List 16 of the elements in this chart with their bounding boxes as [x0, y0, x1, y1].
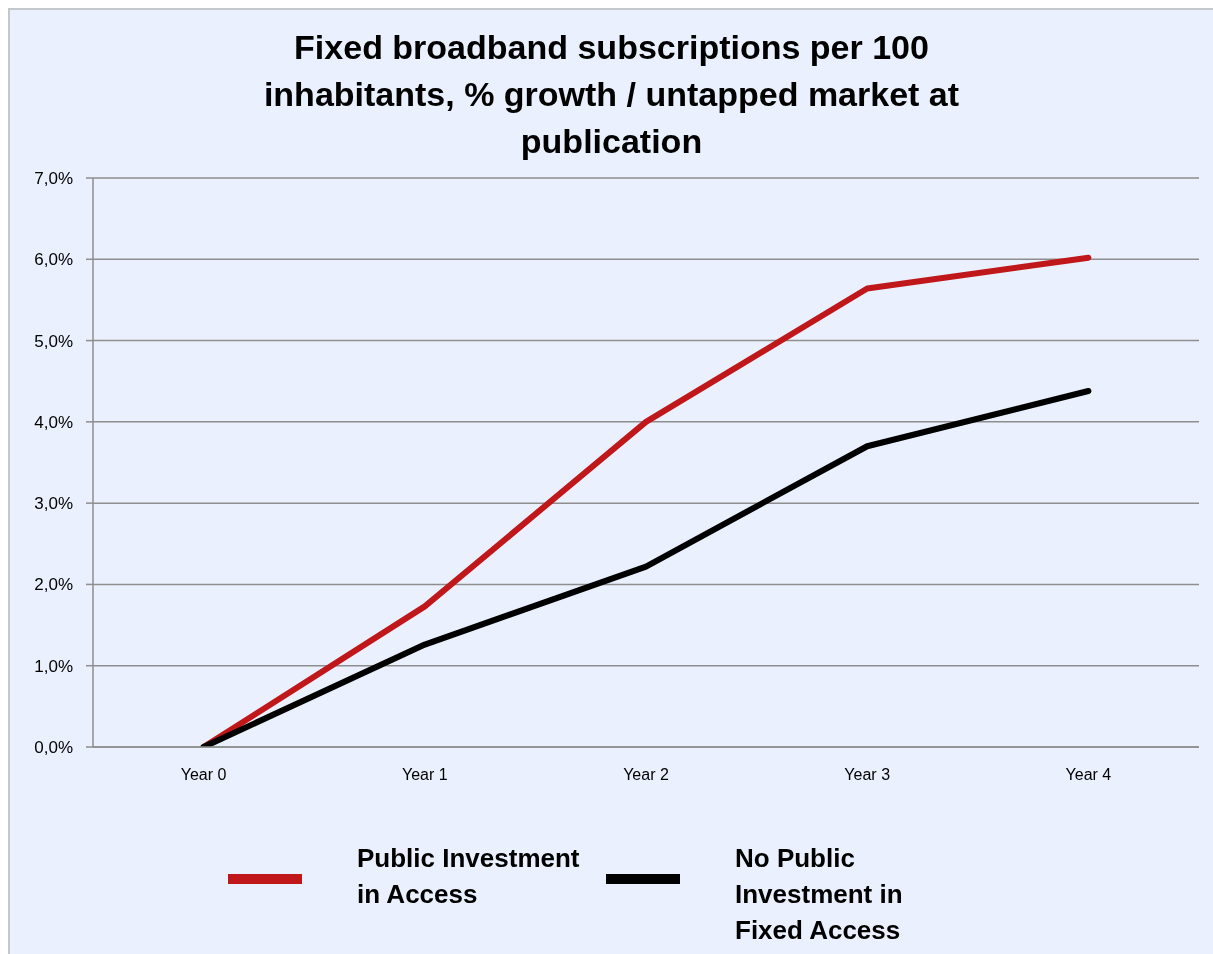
x-tick-label: Year 0: [180, 766, 227, 784]
x-tick-label: Year 2: [623, 766, 669, 784]
y-tick-label: 4,0%: [34, 412, 73, 432]
y-tick-label: 3,0%: [34, 494, 73, 514]
y-tick-label: 5,0%: [34, 331, 73, 351]
y-tick-label: 2,0%: [34, 575, 73, 595]
x-tick-label: Year 1: [401, 766, 448, 784]
y-tick-label: 0,0%: [34, 738, 73, 758]
legend-label: Public Investment in Access: [357, 842, 581, 911]
y-tick-label: 7,0%: [34, 169, 73, 189]
legend-label: No Public Investment in Fixed Access: [735, 842, 904, 947]
chart-title: Fixed broadband subscriptions per 100 inhabitants, % growth / untapped market at publication: [262, 27, 961, 162]
x-tick-label: Year 4: [1065, 766, 1112, 784]
y-tick-label: 1,0%: [34, 656, 73, 676]
x-tick-label: Year 3: [844, 766, 891, 784]
y-tick-label: 6,0%: [34, 250, 73, 270]
